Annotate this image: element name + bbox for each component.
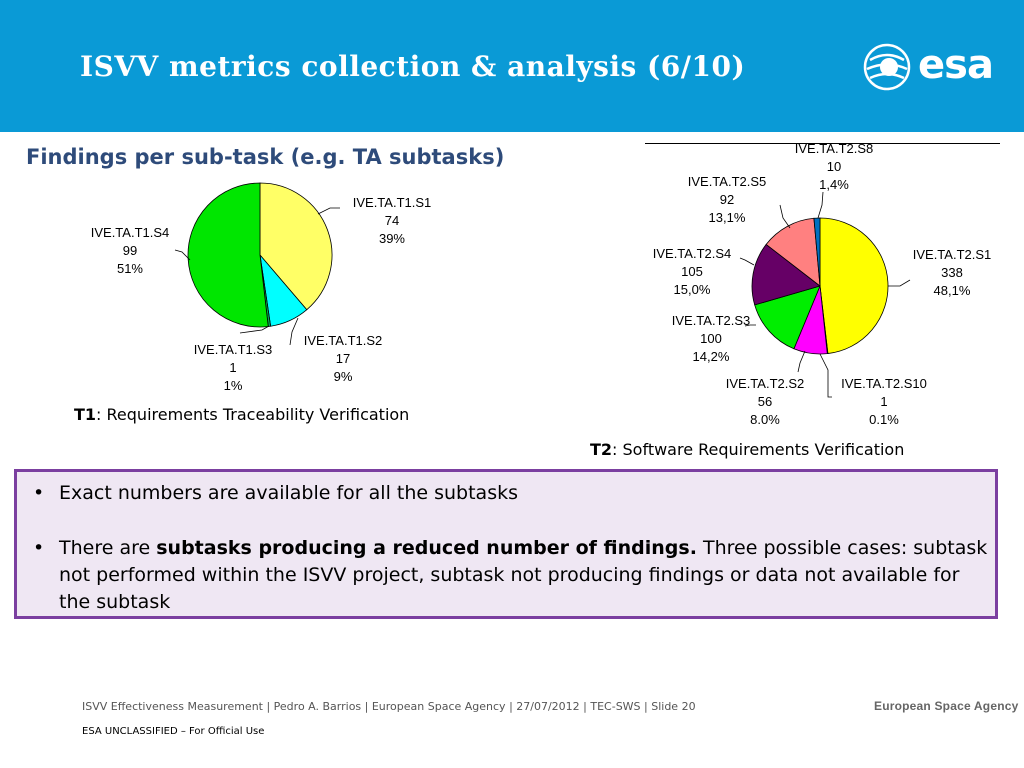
pie2-label-s4-value: 105 [681, 264, 703, 279]
pie1-label-s1: IVE.TA.T1.S1 74 39% [353, 194, 432, 248]
bullet-symbol: • [33, 482, 45, 504]
pie2-slice-7 [813, 217, 821, 287]
pie2-leader-1 [817, 191, 824, 219]
pie2-caption: T2: Software Requirements Verification [590, 440, 904, 459]
bullet-text-2: There are subtasks producing a reduced n… [59, 535, 989, 616]
pie2-label-s2-pct: 8.0% [750, 412, 780, 427]
pie2-label-s4: IVE.TA.T2.S4 105 15,0% [653, 245, 732, 299]
pie1-label-s1-value: 74 [384, 213, 400, 228]
esa-logo: esa [862, 40, 1002, 94]
pie2-leader-3 [739, 257, 755, 266]
pie2-label-s1-pct: 48,1% [933, 283, 971, 298]
pie1-label-s2: IVE.TA.T1.S2 17 9% [304, 332, 383, 386]
pie1-label-s4-pct: 51% [116, 261, 144, 276]
bullet-2-bold: subtasks producing a reduced number of f… [156, 537, 697, 559]
esa-logo-text: esa [918, 42, 994, 88]
bullet-symbol: • [33, 537, 45, 559]
pie1-label-s3-value: 1 [229, 360, 237, 375]
pie2-label-s5-pct: 13,1% [708, 210, 746, 225]
pie2-label-s3-name: IVE.TA.T2.S3 [671, 313, 751, 328]
pie2-slice-5 [751, 243, 821, 306]
pie2-caption-text: : Software Requirements Verification [612, 440, 905, 459]
pie2-label-s5: IVE.TA.T2.S5 92 13,1% [688, 173, 767, 227]
pie1-label-s4: IVE.TA.T1.S4 99 51% [91, 224, 170, 278]
pie1-label-s3: IVE.TA.T1.S3 1 1% [194, 341, 273, 395]
pie1-label-s2-value: 17 [335, 351, 351, 366]
pie1-leader-2 [289, 317, 299, 346]
pie2-label-s5-value: 92 [719, 192, 735, 207]
slide-title: ISVV metrics collection & analysis (6/10… [80, 50, 746, 83]
pie2-leader-7 [888, 279, 911, 287]
footer-classification: ESA UNCLASSIFIED – For Official Use [82, 726, 265, 737]
pie1-slice-1 [259, 182, 333, 311]
pie1-label-s4-value: 99 [122, 243, 138, 258]
bullet-2-pre: There are [59, 537, 157, 559]
pie2-label-s1: IVE.TA.T2.S1 338 48,1% [913, 246, 992, 300]
pie2-label-s10-value: 1 [880, 394, 888, 409]
pie1-label-s1-name: IVE.TA.T1.S1 [352, 195, 432, 210]
pie2-label-s4-name: IVE.TA.T2.S4 [652, 246, 732, 261]
pie2-label-s2-value: 56 [757, 394, 773, 409]
pie2-leader-2 [779, 204, 791, 229]
pie1-slice-4 [187, 182, 269, 328]
pie2-label-s10-name: IVE.TA.T2.S10 [841, 376, 927, 391]
pie2-label-s2-name: IVE.TA.T2.S2 [725, 376, 805, 391]
divider-line [645, 143, 1000, 144]
pie2-label-s3-pct: 14,2% [692, 349, 730, 364]
esa-globe-icon [863, 43, 911, 91]
pie2-label-s1-name: IVE.TA.T2.S1 [912, 247, 992, 262]
pie1-caption-text: : Requirements Traceability Verification [96, 405, 410, 424]
pie2-label-s3-value: 100 [700, 331, 722, 346]
pie2-slice-1 [819, 217, 889, 354]
pie2-label-s1-value: 338 [941, 265, 963, 280]
pie2-label-s4-pct: 15,0% [673, 282, 711, 297]
pie1-label-s3-pct: 1% [223, 378, 243, 393]
pie2-label-s8-pct: 1,4% [819, 177, 849, 192]
pie2-label-s8: IVE.TA.T2.S8 10 1,4% [795, 140, 874, 194]
pie2-leader-5 [797, 350, 806, 373]
pie2-label-s8-name: IVE.TA.T2.S8 [794, 141, 874, 156]
pie1-label-s3-name: IVE.TA.T1.S3 [193, 342, 273, 357]
notes-box: • Exact numbers are available for all th… [14, 469, 998, 619]
pie1-caption-bold: T1 [74, 405, 97, 424]
pie2-label-s3: IVE.TA.T2.S3 100 14,2% [672, 312, 751, 366]
pie1-leader-3 [239, 325, 270, 334]
footer-text: ISVV Effectiveness Measurement | Pedro A… [82, 700, 696, 713]
pie1-label-s2-pct: 9% [333, 369, 353, 384]
footer-esa-logo: European Space Agency [874, 699, 1019, 713]
pie2-leader-4 [744, 324, 756, 327]
bullet-text-1: Exact numbers are available for all the … [59, 482, 519, 504]
pie2-label-s8-value: 10 [826, 159, 842, 174]
pie2-label-s2: IVE.TA.T2.S2 56 8.0% [726, 375, 805, 429]
pie1-label-s4-name: IVE.TA.T1.S4 [90, 225, 170, 240]
pie1-leader-4 [174, 249, 191, 261]
pie2-label-s5-name: IVE.TA.T2.S5 [687, 174, 767, 189]
pie2-caption-bold: T2 [590, 440, 613, 459]
pie2-label-s10-pct: 0.1% [869, 412, 899, 427]
pie2-leader-6 [819, 353, 832, 398]
pie2-slice-4 [754, 285, 821, 350]
pie1-leader-1 [317, 207, 340, 215]
pie1-label-s1-pct: 39% [378, 231, 406, 246]
section-subtitle: Findings per sub-task (e.g. TA subtasks) [26, 145, 505, 169]
pie1-caption: T1: Requirements Traceability Verificati… [74, 405, 409, 424]
header-bar: ISVV metrics collection & analysis (6/10… [0, 0, 1024, 132]
pie1-label-s2-name: IVE.TA.T1.S2 [303, 333, 383, 348]
bullet-2-post: Three possible cases: subtask not perfor… [59, 537, 988, 613]
pie2-label-s10: IVE.TA.T2.S10 1 0.1% [841, 375, 927, 429]
pie2-slice-6 [765, 217, 821, 287]
